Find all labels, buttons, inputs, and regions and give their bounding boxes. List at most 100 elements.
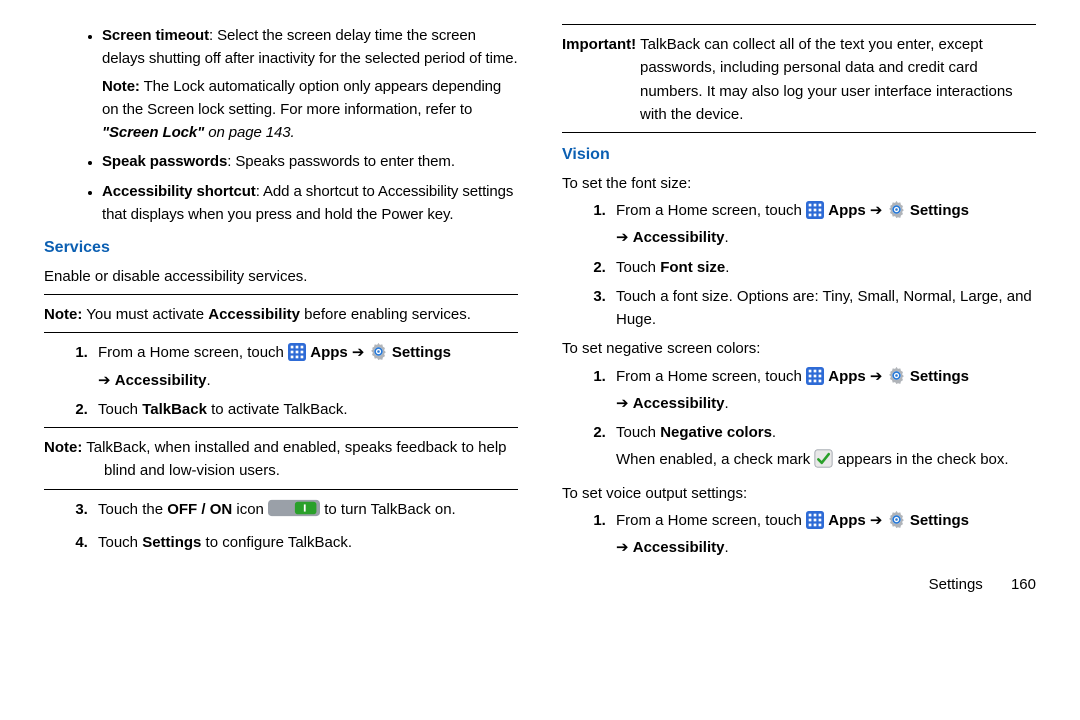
t1: Touch (98, 401, 142, 418)
acc: Accessibility (633, 539, 725, 556)
important-block: Important! TalkBack can collect all of t… (562, 33, 1036, 126)
apps-label: Apps (828, 202, 866, 219)
step-4: Touch Settings to configure TalkBack. (92, 531, 518, 554)
t2: Settings (142, 534, 201, 551)
footer-label: Settings (929, 576, 983, 593)
arrow: ➔ (866, 368, 887, 385)
divider (44, 427, 518, 428)
note-label: Note: (102, 78, 140, 95)
imp-text: TalkBack can collect all of the text you… (636, 36, 1013, 123)
a: When enabled, a check mark (616, 451, 814, 468)
t2: Font size (660, 259, 725, 276)
arrow: ➔ (866, 202, 887, 219)
t: From a Home screen, touch (98, 344, 288, 361)
t: From a Home screen, touch (616, 368, 806, 385)
t4: to turn TalkBack on. (324, 501, 455, 518)
voice-steps: From a Home screen, touch Apps ➔ Setting… (562, 509, 1036, 560)
settings-label: Settings (392, 344, 451, 361)
step-1: From a Home screen, touch Apps ➔ Setting… (610, 365, 1036, 416)
page-columns: Screen timeout: Select the screen delay … (44, 24, 1036, 597)
left-column: Screen timeout: Select the screen delay … (44, 24, 518, 597)
label: Screen timeout (102, 27, 209, 44)
settings-label: Settings (910, 512, 969, 529)
note-activate: Note: You must activate Accessibility be… (44, 303, 518, 326)
page-footer: Settings 160 (562, 573, 1036, 596)
services-heading: Services (44, 236, 518, 261)
arrow2: ➔ (616, 539, 633, 556)
bullet-list: Screen timeout: Select the screen delay … (44, 24, 518, 226)
text: TalkBack, when installed and enabled, sp… (82, 439, 506, 479)
step-3: Touch the OFF / ON icon to turn TalkBack… (92, 498, 518, 525)
step-2: Touch TalkBack to activate TalkBack. (92, 398, 518, 421)
settings-icon (369, 342, 388, 368)
step-1: From a Home screen, touch Apps ➔ Setting… (92, 341, 518, 392)
t1: Touch (616, 424, 660, 441)
apps-icon (806, 201, 824, 226)
apps-label: Apps (828, 512, 866, 529)
intro-negative: To set negative screen colors: (562, 337, 1036, 360)
bullet-accessibility-shortcut: Accessibility shortcut: Add a shortcut t… (102, 180, 518, 227)
t2: TalkBack (142, 401, 207, 418)
talkback-steps-34: Touch the OFF / ON icon to turn TalkBack… (44, 498, 518, 555)
t2: OFF / ON (167, 501, 232, 518)
note-label: Note: (44, 439, 82, 456)
bold: Accessibility (208, 306, 300, 323)
dot: . (724, 539, 728, 556)
note-text-1: The Lock automatically option only appea… (102, 78, 501, 118)
acc: Accessibility (633, 395, 725, 412)
t3: . (772, 424, 776, 441)
divider (44, 332, 518, 333)
note-talkback: Note: TalkBack, when installed and enabl… (44, 436, 518, 483)
divider (562, 24, 1036, 25)
t: From a Home screen, touch (616, 512, 806, 529)
bullet-screen-timeout: Screen timeout: Select the screen delay … (102, 24, 518, 144)
t: From a Home screen, touch (616, 202, 806, 219)
settings-icon (887, 200, 906, 226)
note-ref: "Screen Lock" (102, 124, 204, 141)
t1: Touch (98, 534, 142, 551)
divider (44, 489, 518, 490)
step-2: Touch Negative colors. When enabled, a c… (610, 421, 1036, 476)
font-size-steps: From a Home screen, touch Apps ➔ Setting… (562, 199, 1036, 331)
bullet-note: Note: The Lock automatically option only… (102, 75, 518, 145)
acc: Accessibility (633, 229, 725, 246)
label: Speak passwords (102, 153, 227, 170)
apps-icon (806, 511, 824, 536)
b: appears in the check box. (838, 451, 1009, 468)
apps-icon (288, 343, 306, 368)
toggle-icon (268, 498, 320, 525)
text: : Speaks passwords to enter them. (227, 153, 455, 170)
settings-label: Settings (910, 368, 969, 385)
label: Accessibility shortcut (102, 183, 256, 200)
t1: Touch (616, 259, 660, 276)
settings-label: Settings (910, 202, 969, 219)
arrow2: ➔ (616, 395, 633, 412)
divider (44, 294, 518, 295)
settings-icon (887, 366, 906, 392)
step-2: Touch Font size. (610, 256, 1036, 279)
dot: . (724, 229, 728, 246)
t3: to configure TalkBack. (201, 534, 352, 551)
apps-icon (806, 367, 824, 392)
talkback-steps-12: From a Home screen, touch Apps ➔ Setting… (44, 341, 518, 421)
t: Touch a font size. Options are: Tiny, Sm… (616, 288, 1032, 328)
settings-icon (887, 510, 906, 536)
vision-heading: Vision (562, 143, 1036, 168)
note-label: Note: (44, 306, 82, 323)
t3: to activate TalkBack. (207, 401, 348, 418)
imp-label: Important! (562, 36, 636, 53)
negative-steps: From a Home screen, touch Apps ➔ Setting… (562, 365, 1036, 476)
dot: . (206, 372, 210, 389)
arrow: ➔ (866, 512, 887, 529)
step-2-after: When enabled, a check mark appears in th… (616, 448, 1036, 475)
divider (562, 132, 1036, 133)
t1: Touch the (98, 501, 167, 518)
bullet-speak-passwords: Speak passwords: Speaks passwords to ent… (102, 150, 518, 173)
step-1: From a Home screen, touch Apps ➔ Setting… (610, 509, 1036, 560)
arrow2: ➔ (98, 372, 115, 389)
acc: Accessibility (115, 372, 207, 389)
t2: before enabling services. (300, 306, 471, 323)
t1: You must activate (82, 306, 208, 323)
arrow2: ➔ (616, 229, 633, 246)
step-1: From a Home screen, touch Apps ➔ Setting… (610, 199, 1036, 250)
